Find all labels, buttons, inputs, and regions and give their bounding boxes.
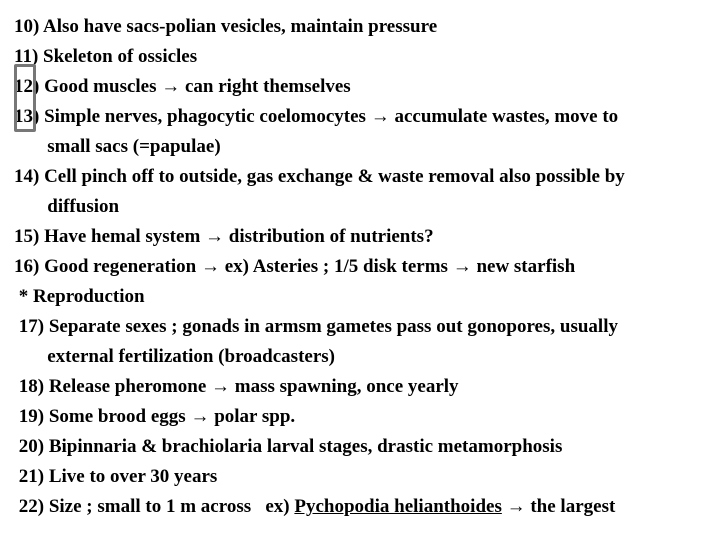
list-item-19: 19) Some brood eggs → polar spp. (14, 402, 712, 432)
list-item-10: 10) Also have sacs-polian vesicles, main… (14, 12, 712, 42)
list-item-22: 22) Size ; small to 1 m across ex) Pycho… (14, 492, 712, 522)
list-item-16: 16) Good regeneration → ex) Asteries ; 1… (14, 252, 712, 282)
list-item-11: 11) Skeleton of ossicles (14, 42, 712, 72)
list-item-22-suffix: → the largest (502, 496, 615, 517)
list-item-17-cont: external fertilization (broadcasters) (14, 342, 712, 372)
list-item-13-cont: small sacs (=papulae) (14, 132, 712, 162)
list-item-14-cont: diffusion (14, 192, 712, 222)
list-item-18: 18) Release pheromone → mass spawning, o… (14, 372, 712, 402)
list-item-14: 14) Cell pinch off to outside, gas excha… (14, 162, 712, 192)
species-name: Pychopodia helianthoides (294, 496, 501, 517)
list-item-20: 20) Bipinnaria & brachiolaria larval sta… (14, 432, 712, 462)
list-item-12: 12) Good muscles → can right themselves (14, 72, 712, 102)
list-item-21: 21) Live to over 30 years (14, 462, 712, 492)
list-item-15: 15) Have hemal system → distribution of … (14, 222, 712, 252)
list-item-22-prefix: 22) Size ; small to 1 m across ex) (14, 496, 294, 517)
list-item-17: 17) Separate sexes ; gonads in armsm gam… (14, 312, 712, 342)
list-item-13: 13) Simple nerves, phagocytic coelomocyt… (14, 102, 712, 132)
section-heading-reproduction: * Reproduction (14, 282, 712, 312)
